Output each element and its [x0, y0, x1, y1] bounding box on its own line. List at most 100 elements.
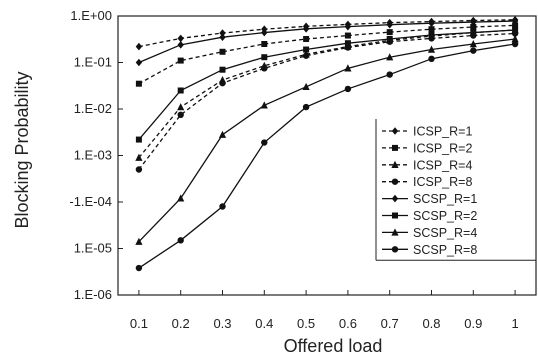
- axes: 1.E+00 1.E-01 1.E-02 1.E-03 -1.E-04 1.E-05 1.E…: [69, 8, 537, 331]
- data-point: [512, 26, 519, 33]
- series-scsp-r-1: [135, 17, 519, 67]
- x-tick-label: 0.5: [297, 316, 315, 331]
- data-point: [386, 36, 393, 43]
- data-point: [177, 103, 185, 111]
- data-point: [135, 58, 143, 67]
- y-tick-label: -1.E-04: [69, 194, 112, 209]
- data-point: [344, 32, 351, 39]
- x-tick-label: 0.1: [130, 316, 148, 331]
- data-point: [261, 28, 268, 37]
- series-line: [138, 29, 516, 140]
- data-point: [177, 57, 184, 64]
- x-axis-label: Offered load: [284, 336, 383, 356]
- x-tick-label: 0.8: [422, 316, 440, 331]
- legend-label: SCSP_R=2: [413, 209, 477, 223]
- data-point: [344, 85, 352, 93]
- y-tick-label: 1.E-05: [74, 241, 112, 256]
- data-point: [428, 32, 435, 39]
- data-point: [135, 166, 143, 173]
- data-point: [302, 25, 310, 33]
- data-point: [344, 40, 351, 47]
- series-line: [138, 38, 516, 243]
- series-icsp-r-2: [135, 22, 519, 87]
- legend-item: SCSP_R=1: [382, 192, 477, 206]
- x-tick-label: 0.6: [339, 316, 357, 331]
- series-scsp-r-4: [135, 35, 519, 245]
- data-point: [386, 71, 393, 78]
- legend-marker: [391, 127, 399, 135]
- data-point: [428, 19, 435, 28]
- data-point: [512, 22, 519, 29]
- data-point: [177, 87, 184, 94]
- data-point: [511, 35, 519, 43]
- legend-marker: [391, 160, 399, 168]
- y-tick-label: 1.E-03: [74, 148, 112, 163]
- legend-item: ICSP_R=1: [382, 125, 472, 139]
- data-point: [261, 65, 268, 72]
- data-point: [427, 45, 436, 53]
- data-point: [219, 79, 226, 87]
- legend-marker: [391, 178, 399, 185]
- data-point: [428, 55, 435, 63]
- series-scsp-r-2: [135, 26, 519, 143]
- legend-label: SCSP_R=4: [413, 226, 477, 240]
- x-tick-label: 0.9: [464, 316, 482, 331]
- x-tick-label: 0.3: [213, 316, 231, 331]
- data-point: [470, 24, 477, 31]
- data-point: [302, 52, 310, 59]
- data-point: [386, 20, 393, 29]
- data-point: [261, 54, 268, 61]
- series-line: [138, 20, 516, 64]
- data-point: [219, 33, 226, 42]
- series-line: [138, 24, 516, 85]
- legend-marker: [392, 144, 398, 151]
- legend-item: SCSP_R=8: [382, 243, 477, 257]
- data-point: [260, 101, 268, 109]
- data-point: [218, 130, 227, 138]
- legend-item: ICSP_R=2: [382, 141, 472, 155]
- series-line: [138, 43, 516, 269]
- legend-marker: [391, 194, 399, 203]
- legend-marker: [392, 212, 398, 219]
- y-tick-label: 1.E-02: [74, 101, 112, 116]
- data-point: [177, 237, 184, 244]
- y-axis-label: Blocking Probability: [12, 71, 32, 228]
- x-tick-label: 0.7: [381, 316, 399, 331]
- legend-label: SCSP_R=1: [413, 192, 477, 206]
- data-point: [219, 29, 226, 37]
- data-point: [177, 194, 185, 202]
- y-tick-label: 1.E+00: [70, 8, 112, 23]
- legend: ICSP_R=1 ICSP_R=2 ICSP_R=4 ICSP_R=8 SCSP_R=1…: [375, 119, 536, 261]
- legend-label: ICSP_R=8: [413, 175, 472, 189]
- data-point: [135, 264, 143, 272]
- data-point: [386, 53, 394, 61]
- x-tick-label: 0.2: [172, 316, 190, 331]
- data-point: [344, 64, 352, 72]
- data-point: [511, 40, 519, 48]
- data-point: [428, 26, 435, 33]
- x-tick-label: 0.4: [255, 316, 273, 331]
- data-point: [303, 46, 310, 53]
- data-point: [135, 153, 143, 161]
- data-point: [135, 237, 143, 245]
- data-point: [135, 42, 143, 51]
- data-point: [219, 203, 226, 210]
- legend-item: SCSP_R=2: [382, 209, 477, 223]
- data-point: [344, 22, 352, 31]
- data-point: [303, 36, 310, 43]
- data-point: [302, 82, 310, 91]
- legend-label: SCSP_R=8: [413, 243, 477, 257]
- data-point: [386, 29, 393, 36]
- data-point: [470, 18, 477, 26]
- legend-label: ICSP_R=2: [413, 141, 472, 155]
- y-tick-label: 1.E-06: [74, 287, 112, 302]
- legend-label: ICSP_R=4: [413, 158, 472, 172]
- series-line: [138, 19, 516, 48]
- data-point: [135, 136, 142, 143]
- data-point: [177, 111, 184, 119]
- data-point: [261, 139, 268, 146]
- data-point: [135, 80, 142, 87]
- legend-marker: [391, 246, 399, 253]
